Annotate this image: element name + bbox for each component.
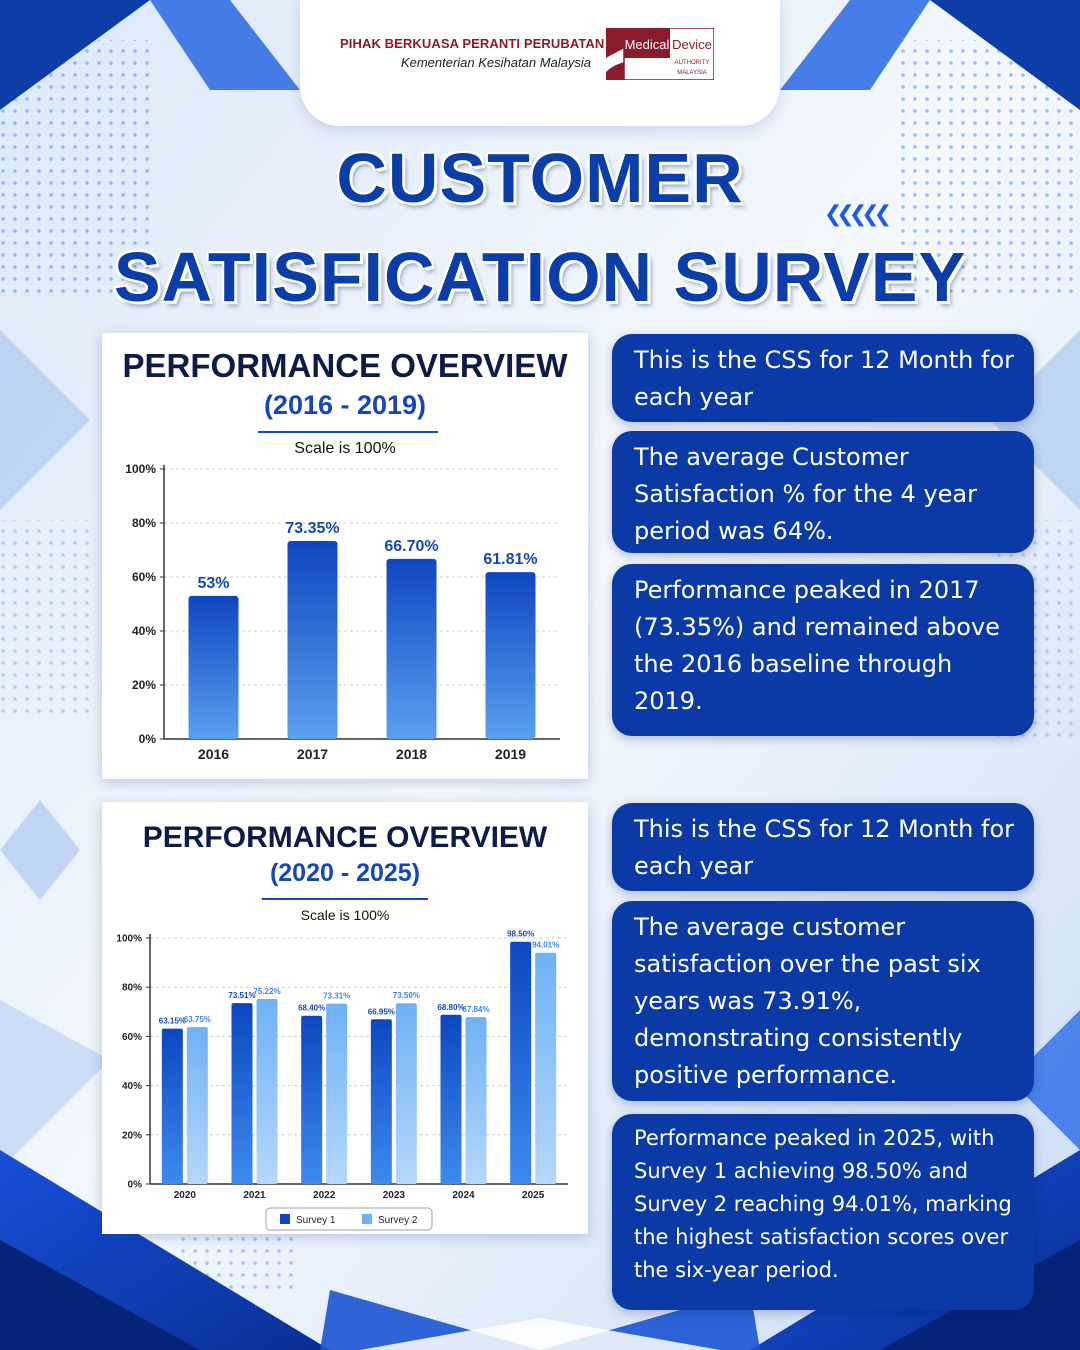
chart2-bar-label-2025-s1: 98.50%	[507, 930, 534, 939]
chart2-ytick-label: 80%	[122, 983, 142, 994]
chart1-ytick-label: 20%	[132, 678, 156, 692]
chart1-xtick-label-2016: 2016	[198, 746, 229, 762]
info-box-peak-1: Performance peaked in 2017 (73.35%) and …	[612, 564, 1034, 736]
chart1-divider	[258, 431, 438, 433]
chart2-bar-label-2020-s2: 63.75%	[184, 1015, 211, 1024]
chart2-ytick-label: 60%	[122, 1032, 142, 1043]
chevrons-icon: ❮❮❮❮❮	[824, 202, 892, 227]
chart1-bar-2016	[188, 595, 239, 739]
chart2-xtick-label-2023: 2023	[383, 1190, 406, 1201]
chart2-xtick-label-2022: 2022	[313, 1190, 336, 1201]
chart1-xtick-label-2018: 2018	[396, 746, 427, 762]
chart1-xtick-label-2019: 2019	[495, 746, 526, 762]
chart2-xtick-label-2024: 2024	[452, 1190, 475, 1201]
chart2-bar-label-2023-s1: 66.95%	[368, 1007, 395, 1016]
chart1-bar-2019	[485, 572, 536, 739]
info-text-2: The average Customer Satisfaction % for …	[634, 443, 977, 545]
chart2-bar-2021-s2	[256, 998, 278, 1184]
chart1-subtitle: (2016 - 2019)	[263, 390, 427, 420]
logo-text-malaysia: MALAYSIA	[677, 70, 707, 76]
info-text-1: This is the CSS for 12 Month for each ye…	[634, 346, 1014, 411]
chart2-ytick-label: 40%	[122, 1081, 142, 1092]
chart2-ytick-label: 0%	[128, 1180, 143, 1191]
chart2-bar-label-2025-s2: 94.01%	[532, 941, 559, 950]
chart2-ytick-label: 20%	[122, 1130, 142, 1141]
chart2-ytick-label: 100%	[116, 934, 142, 945]
org-subtitle: Kementerian Kesihatan Malaysia	[400, 55, 591, 70]
chart1-ytick-label: 100%	[125, 462, 156, 476]
info-text-5: The average customer satisfaction over t…	[634, 913, 981, 1089]
chart2-bar-label-2022-s2: 73.31%	[323, 992, 350, 1001]
chart2-legend-swatch-s2	[362, 1214, 372, 1224]
chart1-xtick-label-2017: 2017	[297, 746, 328, 762]
info-text-6: Performance peaked in 2025, with Survey …	[634, 1126, 1012, 1282]
chart2-bar-2024-s2	[465, 1017, 487, 1184]
chart1-ytick-label: 80%	[132, 516, 156, 530]
chart2-bar-label-2023-s2: 73.50%	[393, 991, 420, 1000]
chart1-ytick-label: 60%	[132, 570, 156, 584]
info-box-css-period-2: This is the CSS for 12 Month for each ye…	[612, 803, 1034, 891]
chart2-bar-2020-s1	[161, 1028, 183, 1184]
chart2-bar-label-2024-s2: 67.84%	[462, 1005, 489, 1014]
chart2-bar-2025-s1	[510, 941, 532, 1184]
chart1-bar-label-2018: 66.70%	[384, 538, 438, 555]
chart1-plot: 0% 20% 40% 60% 80% 100% 53% 2016 73.35% 2017 66.70…	[125, 462, 560, 762]
logo-text-medical: Medical	[625, 37, 670, 52]
info-text-3: Performance peaked in 2017 (73.35%) and …	[634, 576, 1000, 715]
chart1-bar-2018	[386, 558, 437, 739]
chart1-ytick-label: 0%	[139, 732, 157, 746]
chart2-legend-label-s2: Survey 2	[378, 1215, 418, 1226]
chart1-ytick-label: 40%	[132, 624, 156, 638]
chart2-plot: 0% 20% 40% 60% 80% 100% 63.15%63.75% 2020 73.51%…	[116, 930, 568, 1231]
chart2-bar-2023-s1	[370, 1019, 392, 1184]
medical-device-authority-logo: Medical Device AUTHORITY MALAYSIA	[606, 28, 714, 80]
chart2-scale-note: Scale is 100%	[300, 907, 390, 923]
page-title-line2: SATISFICATION SURVEY	[113, 238, 967, 316]
chart2-bar-2025-s2	[535, 952, 557, 1184]
chart2-legend-label-s1: Survey 1	[296, 1215, 336, 1226]
chart1-bar-label-2017: 73.35%	[285, 520, 339, 537]
chart1-bar-label-2016: 53%	[197, 575, 229, 592]
logo-text-authority: AUTHORITY	[675, 60, 710, 66]
chart2-bar-2023-s2	[395, 1003, 417, 1184]
chart2-title: PERFORMANCE OVERVIEW	[142, 821, 548, 854]
page-title-line1: CUSTOMER	[336, 139, 744, 217]
logo-text-device: Device	[672, 37, 712, 52]
chart2-xtick-label-2025: 2025	[522, 1190, 545, 1201]
chart-card-2020-2025: PERFORMANCE OVERVIEW (2020 - 2025) Scale…	[102, 802, 588, 1234]
chart2-bar-label-2022-s1: 68.40%	[298, 1004, 325, 1013]
chart2-legend	[265, 1207, 433, 1231]
header-card: PIHAK BERKUASA PERANTI PERUBATAN Kemente…	[300, 0, 780, 126]
chart1-bar-label-2019: 61.81%	[483, 551, 537, 568]
chart2-xtick-label-2021: 2021	[243, 1190, 266, 1201]
chart2-bar-label-2021-s2: 75.22%	[253, 987, 280, 996]
info-box-average-1: The average Customer Satisfaction % for …	[612, 431, 1034, 553]
chart2-bar-label-2020-s1: 63.15%	[159, 1017, 186, 1026]
info-box-average-2: The average customer satisfaction over t…	[612, 901, 1034, 1101]
org-name: PIHAK BERKUASA PERANTI PERUBATAN	[340, 36, 605, 51]
info-box-css-period-1: This is the CSS for 12 Month for each ye…	[612, 334, 1034, 422]
chart2-bar-2024-s1	[440, 1014, 462, 1184]
chart1-title: PERFORMANCE OVERVIEW	[122, 347, 568, 384]
chart1-bar-2017	[287, 540, 338, 739]
info-text-4: This is the CSS for 12 Month for each ye…	[634, 815, 1014, 880]
chart2-divider	[262, 898, 428, 900]
chart2-bar-label-2021-s1: 73.51%	[228, 991, 255, 1000]
chart2-bar-2021-s1	[231, 1003, 253, 1184]
chart1-scale-note: Scale is 100%	[294, 440, 396, 457]
chart2-bar-label-2024-s1: 68.80%	[437, 1003, 464, 1012]
chart2-subtitle: (2020 - 2025)	[269, 859, 421, 887]
chart2-bar-2022-s2	[326, 1003, 348, 1184]
chart2-xtick-label-2020: 2020	[174, 1190, 197, 1201]
chart2-bar-2020-s2	[186, 1027, 208, 1184]
chart-card-2016-2019: PERFORMANCE OVERVIEW (2016 - 2019) Scale…	[102, 333, 588, 779]
chart2-legend-swatch-s1	[280, 1214, 290, 1224]
chart2-bar-2022-s1	[301, 1015, 323, 1184]
info-box-peak-2: Performance peaked in 2025, with Survey …	[612, 1114, 1034, 1310]
